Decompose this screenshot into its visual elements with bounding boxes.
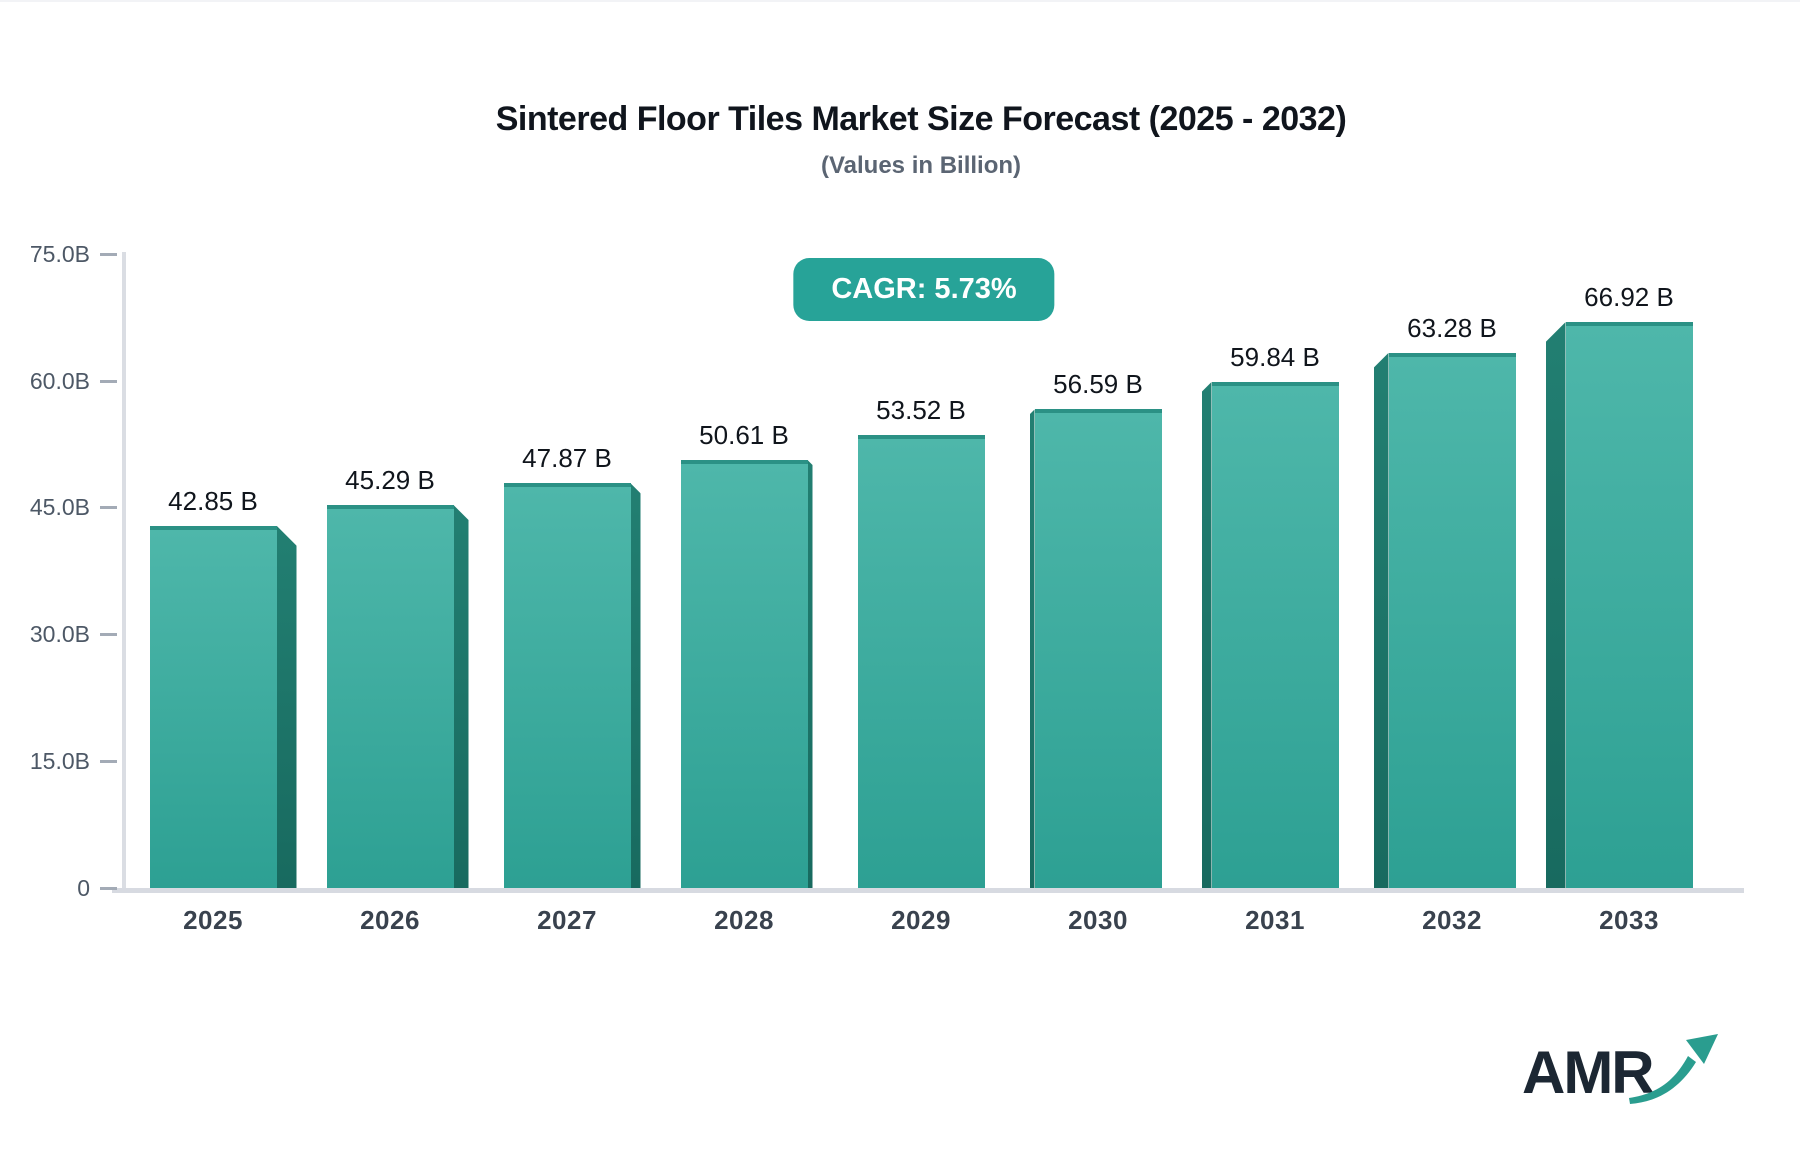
bar-2031[interactable] xyxy=(1211,381,1339,888)
bar-value-label: 66.92 B xyxy=(1584,282,1674,313)
y-axis-line xyxy=(122,252,126,890)
y-tick-dash xyxy=(100,252,117,256)
y-tick-label: 60.0B xyxy=(29,367,90,394)
y-tick-dash xyxy=(100,379,117,383)
bar-value-label: 42.85 B xyxy=(168,485,258,516)
bar-side-2032 xyxy=(1373,352,1389,888)
bar-value-label: 50.61 B xyxy=(699,420,789,451)
bar-2025[interactable] xyxy=(149,525,277,888)
y-tick-label: 30.0B xyxy=(29,621,90,648)
bar-side-2033 xyxy=(1545,322,1566,888)
x-tick-label: 2031 xyxy=(1245,905,1305,935)
chart-subtitle: (Values in Billion) xyxy=(820,152,1022,179)
x-tick-label: 2033 xyxy=(1599,905,1659,935)
bar-2029[interactable] xyxy=(857,435,985,888)
y-tick-label: 15.0B xyxy=(29,748,90,775)
y-tick-dash xyxy=(100,887,117,890)
bar-value-label: 59.84 B xyxy=(1230,341,1320,372)
y-tick-label: 45.0B xyxy=(29,494,90,521)
amr-logo: AMR xyxy=(1522,1032,1722,1112)
x-tick-label: 2032 xyxy=(1422,905,1482,935)
y-tick-dash xyxy=(100,760,117,764)
bar-2030[interactable] xyxy=(1034,409,1162,888)
y-tick-dash xyxy=(100,506,117,510)
bar-value-label: 56.59 B xyxy=(1053,369,1143,400)
x-tick-label: 2027 xyxy=(537,905,597,935)
bar-2026[interactable] xyxy=(326,505,454,888)
x-tick-label: 2026 xyxy=(360,905,420,935)
bar-2028[interactable] xyxy=(680,460,808,888)
bar-side-2030 xyxy=(1029,409,1035,888)
trend-up-arrow-icon xyxy=(1629,1034,1718,1104)
bar-value-label: 47.87 B xyxy=(522,443,612,474)
bar-side-2031 xyxy=(1201,381,1212,888)
bar-2032[interactable] xyxy=(1388,352,1516,888)
x-tick-label: 2029 xyxy=(891,905,951,935)
chart-title: Sintered Floor Tiles Market Size Forecas… xyxy=(495,100,1347,138)
y-tick-dash xyxy=(100,633,117,637)
bar-value-label: 45.29 B xyxy=(345,465,435,496)
x-tick-label: 2025 xyxy=(183,905,243,935)
y-tick-label: 75.0B xyxy=(29,240,90,267)
bar-side-2027 xyxy=(630,483,641,888)
bar-value-label: 53.52 B xyxy=(876,395,966,426)
amr-logo-text: AMR xyxy=(1522,1039,1655,1106)
y-tick-label: 0 xyxy=(77,875,90,901)
bar-2033[interactable] xyxy=(1565,322,1693,888)
x-axis-baseline xyxy=(112,888,1744,893)
x-tick-label: 2028 xyxy=(714,905,774,935)
bar-2027[interactable] xyxy=(503,483,631,888)
cagr-badge: CAGR: 5.73% xyxy=(793,258,1055,321)
bar-value-label: 63.28 B xyxy=(1407,312,1497,343)
bar-side-2025 xyxy=(276,525,297,888)
bar-side-2026 xyxy=(453,505,469,888)
x-tick-label: 2030 xyxy=(1068,905,1128,935)
bar-side-2028 xyxy=(807,460,813,888)
